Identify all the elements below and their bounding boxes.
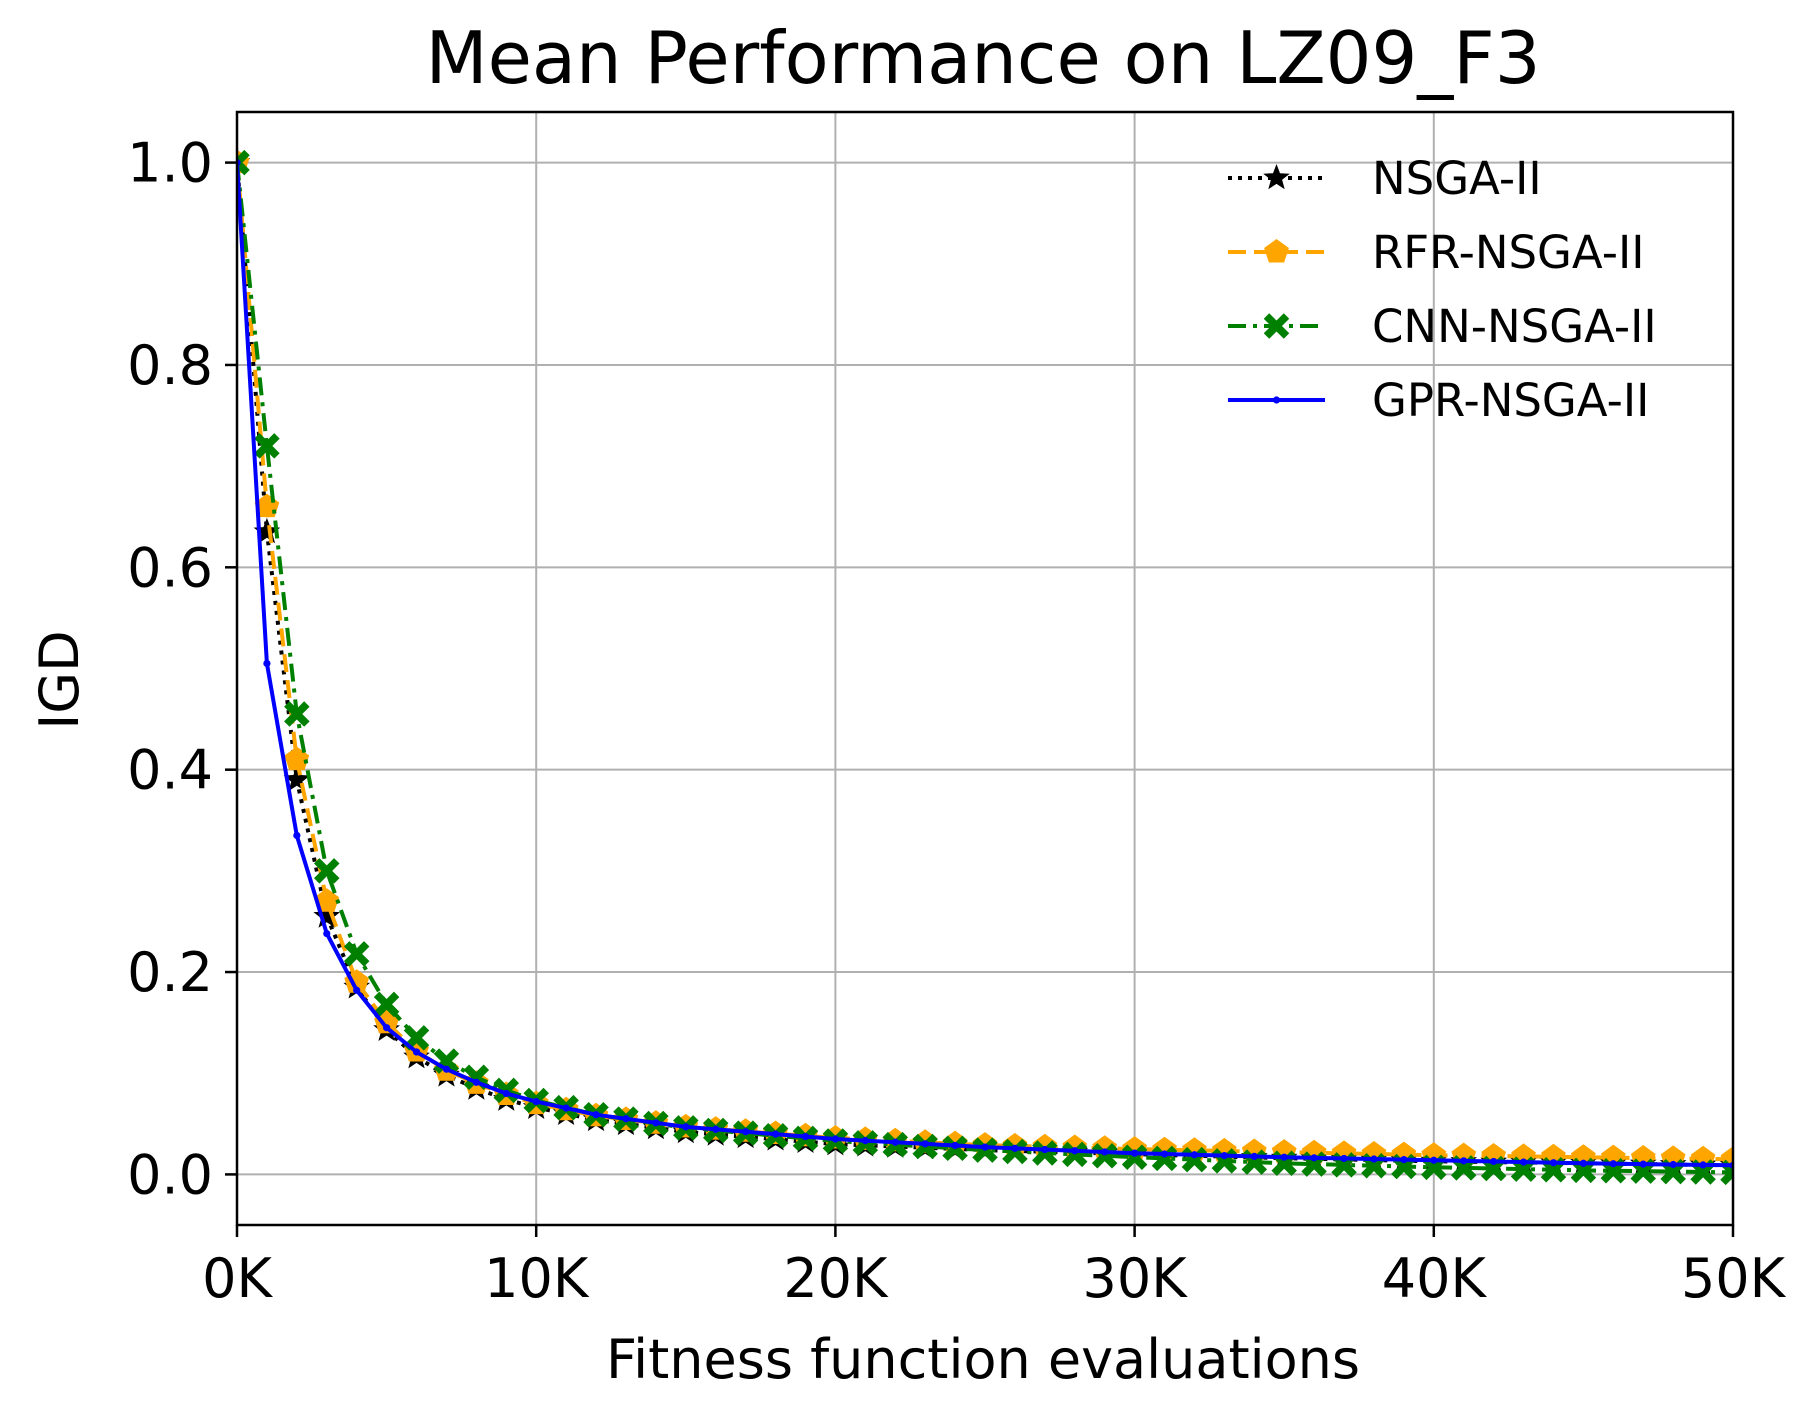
series-point [891, 1138, 899, 1146]
series-point [682, 1123, 690, 1131]
series-point [1160, 1150, 1169, 1158]
series-point [1460, 1157, 1468, 1165]
series-line [237, 162, 1733, 1168]
series-point [283, 765, 311, 792]
series-point [1041, 1145, 1049, 1154]
series-point [293, 831, 301, 840]
series-point [403, 1025, 430, 1051]
series-point [981, 1143, 989, 1151]
series-point [532, 1097, 540, 1106]
series-gpr-nsga-ii [237, 158, 1733, 1169]
series-point [502, 1089, 510, 1098]
series-point [353, 986, 361, 994]
series-point [1519, 1158, 1528, 1166]
legend-label: GPR-NSGA-II [1372, 374, 1649, 427]
series-point [1011, 1144, 1019, 1152]
series-point [1549, 1159, 1558, 1167]
plot-frame [235, 110, 1735, 1227]
series-point [771, 1130, 780, 1138]
legend-marker [1263, 164, 1290, 190]
series-point [562, 1104, 570, 1112]
series-point [1250, 1152, 1258, 1160]
series-point [801, 1132, 810, 1141]
series-point [1220, 1151, 1228, 1160]
legend-item: CNN-NSGA-II [1228, 300, 1657, 353]
series-point [442, 1065, 451, 1073]
series-point [1280, 1153, 1288, 1161]
series-point [237, 149, 250, 176]
x-tick-label: 50K [1681, 1247, 1787, 1310]
series-point [861, 1137, 869, 1145]
series-point [1190, 1151, 1199, 1159]
series-point [1639, 1160, 1647, 1168]
series-point [263, 659, 271, 668]
legend-marker [1263, 313, 1290, 339]
y-tick-label: 0.4 [127, 739, 213, 802]
series-point [1121, 1144, 1148, 1170]
series-point [951, 1141, 959, 1150]
ticks: 0K 10K 20K 30K 40K 50K 0.0 0.2 0.4 0.6 0.8 1.0 [127, 132, 1787, 1310]
legend: NSGA-II RFR-NSGA-II CNN-NSGA-II GPR-NSGA-II [1228, 152, 1657, 427]
series-point [314, 888, 340, 912]
series-point [1062, 1141, 1088, 1168]
series-point [1579, 1159, 1587, 1167]
series-point [921, 1140, 929, 1148]
legend-marker [1264, 239, 1289, 263]
legend-item: RFR-NSGA-II [1228, 226, 1645, 279]
series-point [313, 902, 341, 928]
series-point [314, 858, 340, 884]
y-tick-label: 1.0 [127, 132, 213, 195]
y-axis-label: IGD [28, 630, 91, 729]
series-point [1310, 1154, 1318, 1162]
series-point [1609, 1160, 1617, 1168]
legend-item: GPR-NSGA-II [1228, 374, 1649, 427]
series-point [1131, 1149, 1139, 1157]
series-point [254, 433, 280, 459]
series-point [1430, 1156, 1438, 1164]
legend-label: CNN-NSGA-II [1372, 300, 1657, 353]
plot-series [237, 148, 1733, 1186]
x-tick-label: 30K [1083, 1247, 1189, 1310]
series-point [1699, 1161, 1707, 1169]
x-tick-label: 20K [783, 1247, 889, 1310]
series-point [373, 991, 400, 1018]
y-tick-label: 0.8 [127, 334, 213, 397]
series-point [253, 517, 281, 544]
series-point [592, 1111, 600, 1119]
legend-marker [1272, 396, 1281, 404]
series-point [383, 1024, 391, 1032]
x-tick-label: 10K [484, 1247, 590, 1310]
series-point [1490, 1157, 1498, 1166]
series-point [1101, 1148, 1109, 1156]
series-point [831, 1135, 840, 1143]
series-point [1091, 1143, 1118, 1169]
series-point [652, 1119, 660, 1127]
y-tick-label: 0.6 [127, 536, 213, 599]
series-point [284, 701, 310, 727]
series-point [742, 1128, 750, 1136]
series-point [1340, 1154, 1348, 1163]
series-point [712, 1125, 720, 1133]
legend-label: NSGA-II [1372, 152, 1542, 205]
series-point [323, 929, 331, 938]
series-point [412, 1048, 421, 1056]
series-point [472, 1078, 480, 1086]
x-tick-label: 40K [1382, 1247, 1488, 1310]
series-point [343, 941, 370, 967]
series-line [237, 162, 1733, 1168]
y-tick-label: 0.0 [127, 1143, 213, 1206]
x-axis-label: Fitness function evaluations [606, 1328, 1360, 1391]
y-tick-label: 0.2 [127, 941, 213, 1004]
series-point [1400, 1156, 1408, 1164]
series-point [622, 1115, 630, 1123]
chart-title: Mean Performance on LZ09_F3 [425, 16, 1540, 100]
legend-label: RFR-NSGA-II [1372, 226, 1645, 279]
legend-item: NSGA-II [1228, 152, 1542, 205]
x-tick-label: 0K [202, 1247, 273, 1310]
series-point [1669, 1160, 1677, 1169]
series-point [1071, 1147, 1079, 1155]
series-point [1370, 1155, 1378, 1163]
